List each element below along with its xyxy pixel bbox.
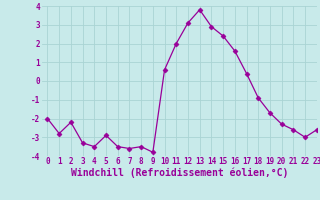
X-axis label: Windchill (Refroidissement éolien,°C): Windchill (Refroidissement éolien,°C) <box>70 168 288 178</box>
